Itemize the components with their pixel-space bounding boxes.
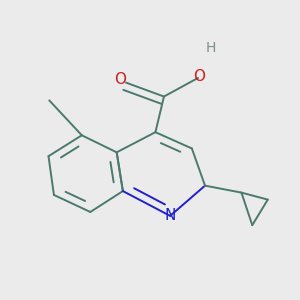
Text: N: N — [164, 208, 176, 224]
Text: O: O — [114, 72, 126, 87]
Text: H: H — [205, 41, 216, 56]
Text: O: O — [194, 69, 206, 84]
